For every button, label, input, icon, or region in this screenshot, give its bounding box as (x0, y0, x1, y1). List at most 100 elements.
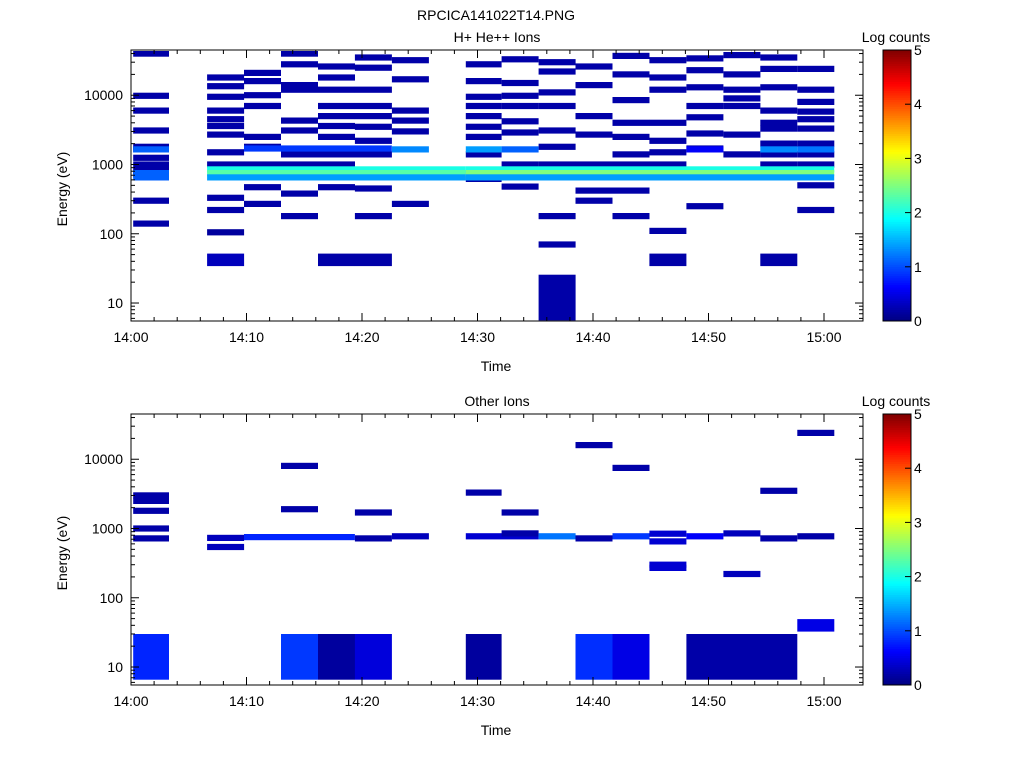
colorbar-swatch (883, 153, 911, 157)
colorbar-swatch (883, 72, 911, 76)
colorbar-swatch (883, 230, 911, 234)
panel-1-colorbar-label: Log counts (862, 29, 931, 45)
heatmap-cell (391, 117, 429, 124)
colorbar-swatch (883, 221, 911, 225)
colorbar-tick-label: 0 (914, 313, 922, 329)
heatmap-cell (207, 149, 245, 156)
heatmap-cell (538, 59, 576, 66)
colorbar-tick-label: 1 (914, 623, 922, 639)
colorbar-swatch (883, 144, 911, 148)
colorbar-swatch (883, 614, 911, 618)
colorbar-swatch (883, 162, 911, 166)
figure-title: RPCICA141022T14.PNG (417, 7, 575, 23)
colorbar-swatch (883, 424, 911, 428)
heatmap-cell (797, 146, 835, 153)
heatmap-cell (501, 118, 539, 125)
heatmap-cell (465, 61, 502, 68)
heatmap-cell (575, 63, 613, 70)
colorbar-swatch (883, 668, 911, 672)
heatmap-cell (207, 166, 466, 173)
panel-2-heatmap (133, 429, 835, 680)
colorbar-swatch (883, 501, 911, 505)
colorbar-swatch (883, 659, 911, 663)
heatmap-cell (612, 187, 650, 194)
heatmap-cell (207, 170, 466, 177)
heatmap-cell (797, 429, 835, 436)
heatmap-cell (354, 509, 392, 516)
heatmap-cell (281, 51, 318, 57)
colorbar-swatch (883, 237, 911, 240)
heatmap-cell (797, 619, 835, 632)
colorbar-swatch (883, 666, 911, 670)
panel-1-title: H+ He++ Ions (454, 29, 541, 45)
heatmap-cell (133, 535, 169, 542)
colorbar-swatch (883, 81, 911, 85)
colorbar-swatch (883, 92, 911, 96)
heatmap-cell (575, 634, 613, 680)
colorbar-swatch (883, 280, 911, 283)
heatmap-cell (318, 63, 355, 70)
heatmap-cell (465, 489, 502, 496)
heatmap-cell (501, 92, 539, 99)
colorbar-swatch (883, 207, 911, 211)
heatmap-cell (133, 146, 169, 153)
heatmap-cell (281, 161, 318, 168)
colorbar-swatch (883, 456, 911, 460)
heatmap-cell (281, 82, 318, 89)
colorbar-swatch (883, 641, 911, 645)
colorbar-swatch (883, 515, 911, 519)
colorbar-swatch (883, 110, 911, 114)
colorbar-swatch (883, 546, 911, 550)
x-tick-label: 14:20 (344, 329, 379, 345)
colorbar-swatch (883, 555, 911, 559)
colorbar-swatch (883, 74, 911, 78)
colorbar-tick-label: 1 (914, 259, 922, 275)
colorbar-swatch (883, 239, 911, 243)
colorbar-swatch (883, 531, 911, 534)
colorbar-swatch (883, 445, 911, 449)
colorbar-swatch (883, 121, 911, 125)
colorbar-swatch (883, 601, 911, 604)
heatmap-cell (281, 462, 318, 469)
heatmap-cell (686, 146, 724, 153)
colorbar-swatch (883, 167, 911, 170)
panel-2-axes: 14:00 14:10 14:20 14:30 14:40 14:50 15:00 10 100… (84, 414, 863, 709)
heatmap-cell (723, 52, 761, 59)
panel-1-xlabel: Time (481, 358, 512, 374)
heatmap-cell (281, 506, 318, 513)
heatmap-cell (723, 151, 761, 158)
heatmap-cell (797, 108, 835, 115)
colorbar-swatch (883, 580, 911, 584)
x-tick-label: 14:00 (113, 329, 148, 345)
colorbar-swatch (883, 495, 911, 498)
heatmap-cell (649, 57, 687, 64)
heatmap-cell (354, 137, 392, 144)
colorbar-swatch (883, 302, 911, 306)
colorbar-swatch (883, 420, 911, 424)
heatmap-cell (391, 107, 429, 114)
y-tick-label: 10 (107, 295, 123, 311)
colorbar-swatch (883, 65, 911, 69)
heatmap-cell (465, 166, 835, 173)
colorbar-swatch (883, 592, 911, 595)
x-tick-label: 15:00 (806, 693, 841, 709)
heatmap-cell (465, 170, 835, 177)
heatmap-cell (318, 113, 355, 120)
heatmap-cell (354, 86, 392, 93)
colorbar-swatch (883, 313, 911, 317)
heatmap-cell (133, 525, 169, 532)
heatmap-cell (538, 213, 576, 220)
heatmap-cell (649, 564, 687, 571)
colorbar-swatch (883, 311, 911, 315)
heatmap-cell (244, 133, 281, 140)
heatmap-cell (686, 203, 724, 210)
colorbar-swatch (883, 99, 911, 103)
colorbar-swatch (883, 585, 911, 589)
heatmap-cell (133, 497, 169, 504)
colorbar-swatch (883, 112, 911, 116)
heatmap-cell (538, 533, 576, 540)
colorbar-swatch (883, 465, 911, 469)
colorbar-swatch (883, 243, 911, 247)
colorbar-swatch (883, 210, 911, 213)
